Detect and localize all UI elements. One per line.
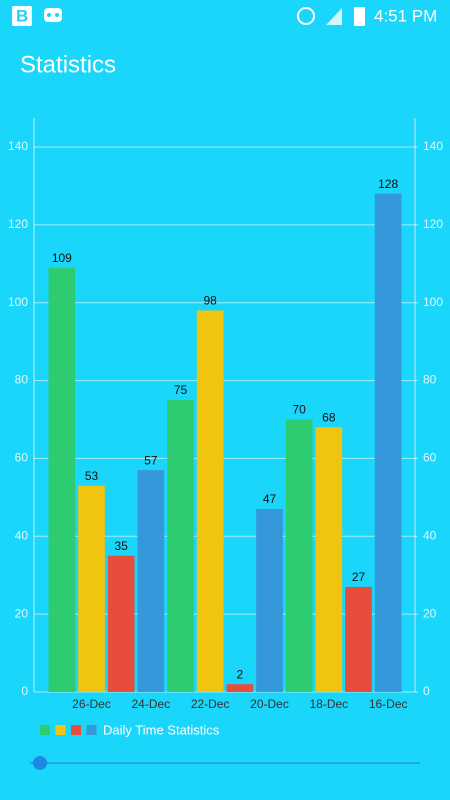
x-tick-label: 18-Dec <box>309 697 348 711</box>
legend-swatch <box>71 725 81 735</box>
bar <box>345 586 372 692</box>
app-icon-letter: B <box>16 6 28 25</box>
slider-thumb[interactable] <box>33 756 47 770</box>
y-tick-label: 100 <box>8 295 28 309</box>
legend-label: Daily Time Statistics <box>103 722 220 737</box>
bar <box>107 555 135 692</box>
value-label: 57 <box>144 453 158 467</box>
value-label: 35 <box>114 539 128 553</box>
x-tick-label: 24-Dec <box>131 697 170 711</box>
y-tick-label: 20 <box>15 606 29 620</box>
alarm-icon <box>297 7 315 25</box>
app-icon <box>12 6 32 26</box>
y2-tick-label: 100 <box>423 295 443 309</box>
y-tick-label: 140 <box>8 139 28 153</box>
signal-icon <box>326 8 342 25</box>
bar <box>196 310 224 692</box>
legend-swatch <box>55 725 66 735</box>
y2-tick-label: 80 <box>423 373 437 387</box>
value-label: 2 <box>236 667 243 681</box>
y-tick-label: 80 <box>15 373 29 387</box>
clock: 4:51 PM <box>374 6 437 25</box>
value-label: 47 <box>263 492 277 506</box>
legend-swatch <box>40 725 50 735</box>
bar <box>226 684 254 692</box>
y2-tick-label: 60 <box>423 451 437 465</box>
value-label: 70 <box>292 403 306 417</box>
bar <box>167 400 194 692</box>
y-tick-label: 120 <box>8 217 28 231</box>
y-tick-label: 40 <box>15 528 29 542</box>
y2-tick-label: 120 <box>423 217 443 231</box>
bar <box>48 267 76 692</box>
x-tick-label: 16-Dec <box>369 697 408 711</box>
y2-tick-label: 0 <box>423 684 430 698</box>
y2-tick-label: 40 <box>423 528 437 542</box>
x-tick-label: 22-Dec <box>191 697 230 711</box>
bar <box>256 509 283 692</box>
y-tick-label: 60 <box>15 451 29 465</box>
value-label: 27 <box>352 570 366 584</box>
value-label: 109 <box>52 251 72 265</box>
battery-icon <box>354 7 365 26</box>
bar <box>285 419 313 692</box>
bar <box>315 427 343 692</box>
chart: 0 20 40 60 80 100 120 140 0 20 40 60 80 100 120 140 109 5… <box>8 118 443 737</box>
value-label: 68 <box>322 410 336 424</box>
notification-icon <box>44 8 62 22</box>
y2-tick-label: 140 <box>423 139 443 153</box>
value-label: 53 <box>85 469 99 483</box>
bar <box>78 485 105 692</box>
bar <box>374 193 402 692</box>
y2-tick-label: 20 <box>423 606 437 620</box>
value-label: 128 <box>378 177 398 191</box>
legend-swatch <box>86 725 97 735</box>
value-label: 75 <box>174 383 188 397</box>
x-tick-label: 26-Dec <box>72 697 111 711</box>
y-tick-label: 0 <box>21 684 28 698</box>
x-tick-label: 20-Dec <box>250 697 289 711</box>
status-bar: B 4:51 PM <box>12 6 437 26</box>
value-label: 98 <box>203 294 217 308</box>
page-title: Statistics <box>20 51 116 78</box>
bar <box>137 470 165 692</box>
